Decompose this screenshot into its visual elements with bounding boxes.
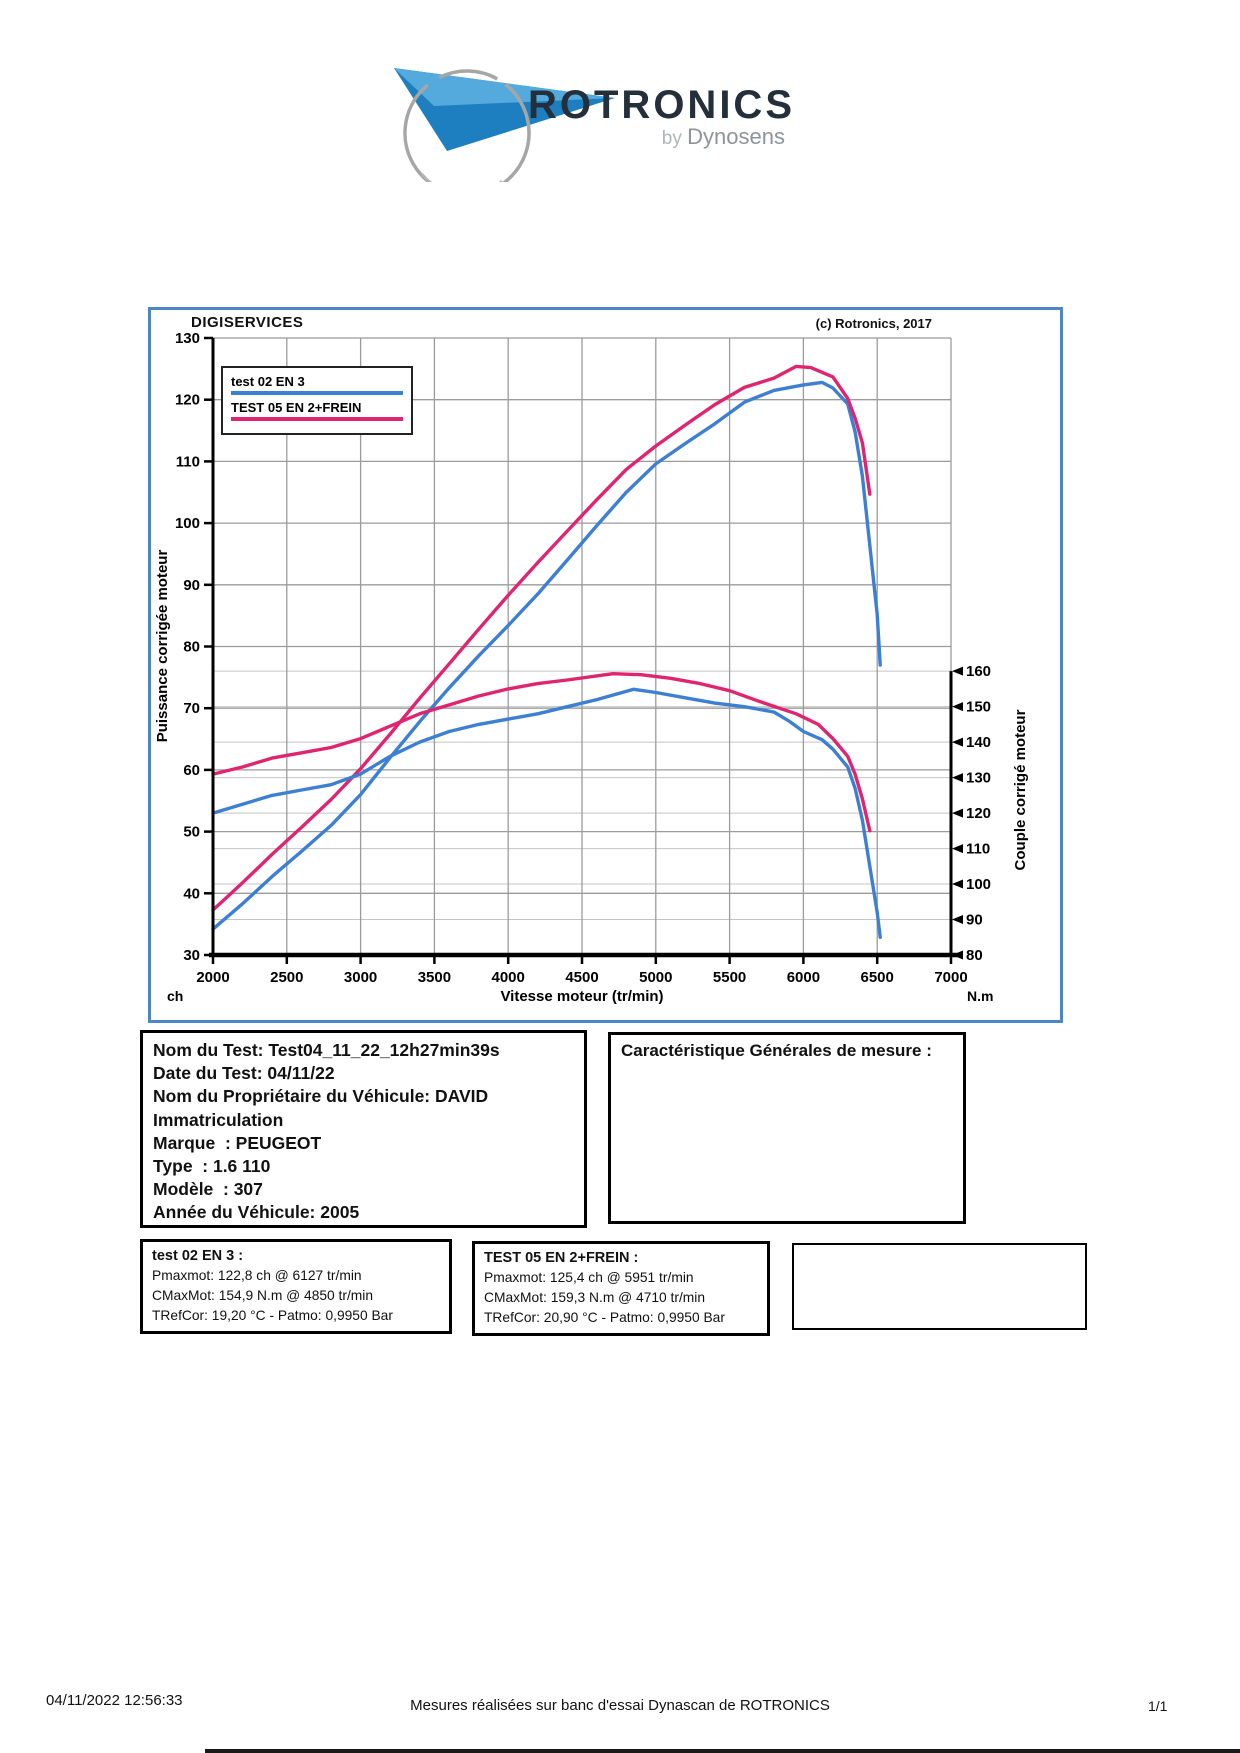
svg-text:3000: 3000 [344, 969, 377, 986]
svg-text:50: 50 [183, 824, 200, 841]
svg-text:30: 30 [183, 947, 200, 964]
legend-color-bar-pink [231, 417, 403, 421]
svg-text:70: 70 [183, 700, 200, 717]
chart-panel: DIGISERVICES (c) Rotronics, 2017 130 120 1… [148, 307, 1063, 1023]
svg-text:110: 110 [176, 453, 200, 470]
chart-legend: test 02 EN 3 TEST 05 EN 2+FREIN [221, 366, 413, 435]
legend-label-test02: test 02 EN 3 [231, 374, 305, 389]
cmax-test05: CMaxMot: 159,3 N.m @ 4710 tr/min [484, 1290, 706, 1305]
type-line: Type : 1.6 110 [153, 1156, 271, 1177]
registration-line: Immatriculation [153, 1109, 284, 1130]
logo-triangle-light [394, 68, 615, 106]
result-box-test02: test 02 EN 3 : Pmaxmot: 122,8 ch @ 6127 … [140, 1239, 452, 1334]
caracteristiques-box: Caractéristique Générales de mesure : [608, 1032, 966, 1224]
svg-text:90: 90 [966, 912, 983, 929]
digiservices-watermark: DIGISERVICES [191, 314, 304, 331]
rotronics-logo: ROTRONICS by Dynosens [352, 46, 812, 182]
svg-text:140: 140 [966, 734, 991, 751]
svg-text:60: 60 [183, 762, 200, 779]
model-line: Modèle : 307 [153, 1179, 263, 1200]
cmax-test02: CMaxMot: 154,9 N.m @ 4850 tr/min [152, 1288, 374, 1303]
result-title-test02: test 02 EN 3 : [152, 1248, 244, 1264]
result-box-test05: TEST 05 EN 2+FREIN : Pmaxmot: 125,4 ch @… [472, 1241, 770, 1336]
pmax-test05: Pmaxmot: 125,4 ch @ 5951 tr/min [484, 1270, 694, 1285]
brand-line: Marque : PEUGEOT [153, 1132, 322, 1153]
scan-edge-strip [205, 1749, 1240, 1753]
result-title-test05: TEST 05 EN 2+FREIN : [484, 1250, 639, 1266]
test-name-line: Nom du Test: Test04_11_22_12h27min39s [153, 1040, 500, 1060]
svg-text:120: 120 [175, 392, 200, 409]
svg-text:80: 80 [183, 639, 200, 656]
svg-text:120: 120 [966, 805, 991, 822]
svg-text:110: 110 [966, 841, 990, 858]
footer-datetime: 04/11/2022 12:56:33 [46, 1692, 183, 1709]
legend-item-test05: TEST 05 EN 2+FREIN [231, 400, 403, 421]
svg-text:2000: 2000 [196, 969, 229, 986]
logo-mark-icon: ROTRONICS by Dynosens [394, 68, 795, 182]
svg-text:5000: 5000 [639, 969, 672, 986]
svg-text:3500: 3500 [418, 969, 451, 986]
svg-text:6000: 6000 [787, 969, 820, 986]
svg-text:7000: 7000 [934, 969, 967, 986]
svg-text:130: 130 [966, 770, 991, 787]
legend-color-bar-blue [231, 391, 403, 395]
dyno-chart: 130 120 110 100 90 80 70 60 50 40 30 2000 2500 3000 35… [154, 330, 1029, 1005]
year-line: Année du Véhicule: 2005 [153, 1202, 360, 1223]
left-axis-title: Puissance corrigée moteur [154, 550, 171, 743]
svg-text:150: 150 [966, 699, 991, 716]
copyright-text: (c) Rotronics, 2017 [815, 316, 932, 331]
svg-text:160: 160 [966, 663, 991, 680]
test-info-box: Nom du Test: Test04_11_22_12h27min39s Da… [140, 1030, 587, 1228]
svg-text:130: 130 [175, 330, 200, 347]
trefcor-test02: TRefCor: 19,20 °C - Patmo: 0,9950 Bar [152, 1308, 393, 1323]
chart-axes: 130 120 110 100 90 80 70 60 50 40 30 2000 2500 3000 35… [175, 330, 991, 986]
svg-text:90: 90 [183, 577, 200, 594]
svg-text:5500: 5500 [713, 969, 746, 986]
svg-text:4500: 4500 [565, 969, 598, 986]
pmax-test02: Pmaxmot: 122,8 ch @ 6127 tr/min [152, 1268, 362, 1283]
svg-text:100: 100 [966, 876, 991, 893]
logo-ring [403, 69, 531, 182]
trefcor-test05: TRefCor: 20,90 °C - Patmo: 0,9950 Bar [484, 1310, 725, 1325]
legend-item-test02: test 02 EN 3 [231, 374, 403, 395]
svg-text:6500: 6500 [861, 969, 894, 986]
footer-note: Mesures réalisées sur banc d'essai Dynas… [410, 1697, 830, 1714]
chart-curves [211, 364, 882, 939]
right-axis-title: Couple corrigé moteur [1012, 709, 1029, 870]
right-unit-label: N.m [967, 988, 993, 1004]
footer-page-number: 1/1 [1148, 1698, 1168, 1714]
left-unit-label: ch [167, 988, 183, 1004]
svg-text:4000: 4000 [492, 969, 525, 986]
caracteristiques-title: Caractéristique Générales de mesure : [621, 1041, 932, 1060]
svg-text:40: 40 [183, 885, 200, 902]
svg-text:2500: 2500 [270, 969, 303, 986]
svg-text:100: 100 [175, 515, 200, 532]
owner-name-line: Nom du Propriétaire du Véhicule: DAVID [153, 1086, 489, 1107]
svg-text:80: 80 [966, 947, 983, 964]
result-box-empty [792, 1243, 1087, 1330]
test-date-line: Date du Test: 04/11/22 [153, 1063, 335, 1084]
x-axis-title: Vitesse moteur (tr/min) [500, 988, 663, 1005]
logo-ring-inner [421, 173, 503, 182]
legend-label-test05: TEST 05 EN 2+FREIN [231, 400, 362, 415]
logo-byline-text: by Dynosens [662, 124, 785, 149]
logo-brand-text: ROTRONICS [528, 83, 795, 127]
